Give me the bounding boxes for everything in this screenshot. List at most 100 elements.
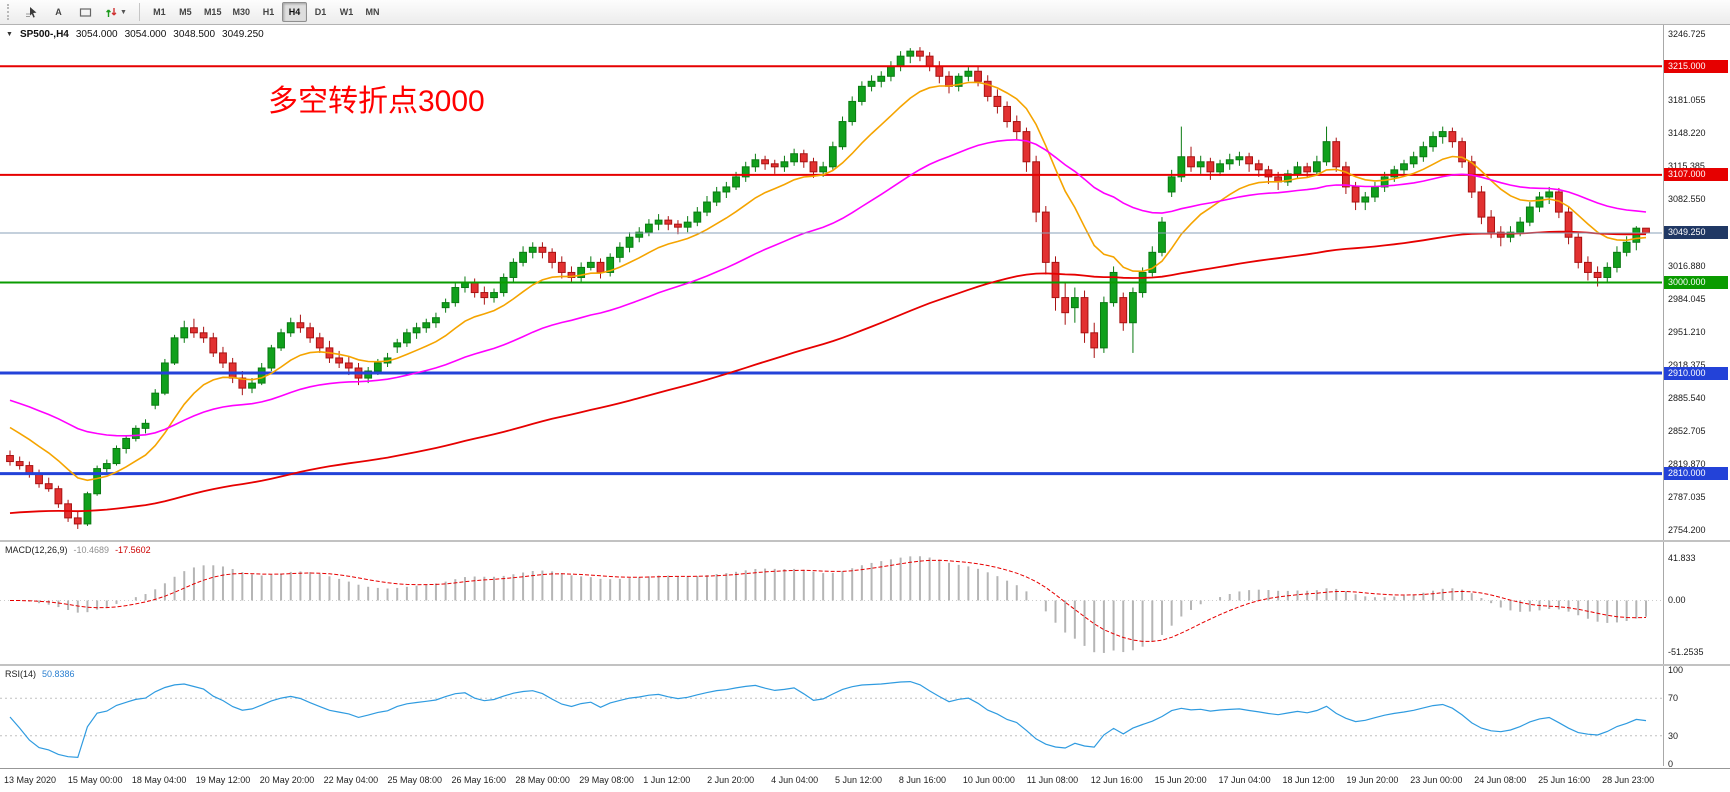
timeframe-button-w1[interactable]: W1 bbox=[334, 2, 359, 22]
timeframe-button-h4[interactable]: H4 bbox=[281, 2, 307, 22]
rsi-tick-label: 0 bbox=[1668, 759, 1674, 768]
collapse-triangle-icon[interactable]: ▼ bbox=[6, 31, 13, 38]
rsi-chart bbox=[0, 680, 1662, 759]
price-tick-label: 2754.200 bbox=[1668, 524, 1706, 535]
time-axis-label: 17 Jun 04:00 bbox=[1218, 775, 1271, 785]
quote-high: 3054.000 bbox=[124, 29, 167, 40]
time-axis-label: 18 Jun 12:00 bbox=[1282, 775, 1335, 785]
macd-main-value: -10.4689 bbox=[73, 545, 110, 555]
rsi-pane[interactable]: RSI(14) 50.8386 100 70 30 0 bbox=[0, 666, 1730, 768]
quote-low: 3048.500 bbox=[173, 29, 216, 40]
arrows-icon bbox=[106, 7, 117, 17]
time-axis-label: 15 Jun 20:00 bbox=[1154, 775, 1207, 785]
rsi-tick-label: 70 bbox=[1668, 693, 1679, 704]
quote-open: 3054.000 bbox=[75, 29, 118, 40]
rsi-name: RSI(14) bbox=[5, 669, 37, 679]
toolbar-separator bbox=[138, 3, 140, 21]
main-price-pane[interactable]: ▼ SP500-,H4 3054.000 3054.000 3048.500 3… bbox=[0, 25, 1730, 540]
symbol-label: SP500-,H4 bbox=[19, 29, 69, 40]
time-axis-label: 24 Jun 08:00 bbox=[1474, 775, 1527, 785]
time-axis-label: 19 Jun 20:00 bbox=[1346, 775, 1399, 785]
time-axis-label: 19 May 12:00 bbox=[195, 775, 251, 785]
macd-label: MACD(12,26,9) -10.4689 -17.5602 bbox=[5, 545, 151, 555]
price-tick-label: 2885.540 bbox=[1668, 392, 1706, 403]
chevron-down-icon: ▼ bbox=[120, 8, 127, 16]
pointer-tool-button[interactable] bbox=[19, 2, 44, 22]
toolbar: A ▼ M1 M5 M15 M30 H1 H4 D1 W1 MN bbox=[0, 0, 1730, 25]
macd-tick-label: 0.00 bbox=[1668, 595, 1686, 606]
hline-price-badge[interactable]: 3215.000 bbox=[1664, 59, 1728, 73]
time-axis-label: 8 Jun 16:00 bbox=[898, 775, 946, 785]
time-axis-label: 26 May 16:00 bbox=[451, 775, 506, 785]
timeframe-button-m30[interactable]: M30 bbox=[227, 2, 255, 22]
price-tick-label: 2787.035 bbox=[1668, 491, 1706, 502]
macd-histogram bbox=[18, 556, 1647, 653]
pane-separator[interactable] bbox=[0, 540, 1730, 542]
current-price-badge: 3049.250 bbox=[1664, 226, 1728, 240]
macd-tick-label: 41.833 bbox=[1668, 553, 1696, 564]
rectangle-icon bbox=[79, 7, 92, 17]
macd-signal-value: -17.5602 bbox=[115, 545, 151, 555]
price-tick-label: 2951.210 bbox=[1668, 326, 1706, 337]
time-axis-label: 18 May 04:00 bbox=[131, 775, 187, 785]
indicators-dropdown-button[interactable]: ▼ bbox=[100, 2, 132, 22]
macd-chart bbox=[0, 556, 1662, 653]
hline-price-badge[interactable]: 3107.000 bbox=[1664, 168, 1728, 182]
rsi-tick-label: 100 bbox=[1668, 666, 1684, 675]
time-axis-label: 20 May 20:00 bbox=[259, 775, 315, 785]
text-tool-button[interactable]: A bbox=[46, 2, 71, 22]
toolbar-grip[interactable] bbox=[7, 4, 14, 20]
time-axis-label: 25 May 08:00 bbox=[387, 775, 443, 785]
hline-price-badge[interactable]: 2910.000 bbox=[1664, 366, 1728, 380]
time-axis-label: 15 May 00:00 bbox=[67, 775, 123, 785]
shapes-tool-button[interactable] bbox=[73, 2, 98, 22]
horizontal-lines[interactable] bbox=[0, 65, 1662, 476]
time-axis-label: 13 May 2020 bbox=[4, 775, 57, 785]
quote-line: ▼ SP500-,H4 3054.000 3054.000 3048.500 3… bbox=[6, 29, 264, 40]
time-axis-label: 29 May 08:00 bbox=[579, 775, 634, 785]
time-axis-label: 10 Jun 00:00 bbox=[962, 775, 1015, 785]
pane-separator[interactable] bbox=[0, 664, 1730, 666]
moving-averages bbox=[9, 81, 1647, 514]
macd-signal-line bbox=[10, 559, 1647, 642]
price-tick-label: 3082.550 bbox=[1668, 194, 1706, 205]
timeframe-button-m15[interactable]: M15 bbox=[199, 2, 227, 22]
text-tool-label: A bbox=[55, 7, 62, 17]
chart-annotation-text[interactable]: 多空转折点3000 bbox=[268, 85, 485, 118]
price-scale-border bbox=[1663, 25, 1664, 766]
time-axis-label: 23 Jun 00:00 bbox=[1410, 775, 1463, 785]
timeframe-button-mn[interactable]: MN bbox=[360, 2, 385, 22]
price-tick-label: 3246.725 bbox=[1668, 29, 1706, 40]
macd-tick-label: -51.2535 bbox=[1668, 647, 1704, 658]
time-axis-label: 4 Jun 04:00 bbox=[771, 775, 819, 785]
hline-price-badge[interactable]: 2810.000 bbox=[1664, 467, 1728, 481]
rsi-tick-label: 30 bbox=[1668, 730, 1679, 741]
chart-area: ▼ SP500-,H4 3054.000 3054.000 3048.500 3… bbox=[0, 25, 1730, 792]
candlestick-chart[interactable] bbox=[0, 25, 1662, 540]
price-tick-label: 2918.375 bbox=[1668, 359, 1706, 370]
time-axis[interactable]: 13 May 2020 15 May 00:00 18 May 04:00 19 Ma… bbox=[0, 768, 1730, 792]
time-axis-label: 12 Jun 16:00 bbox=[1090, 775, 1143, 785]
price-tick-label: 3115.385 bbox=[1668, 161, 1705, 172]
rsi-value: 50.8386 bbox=[42, 669, 75, 679]
price-tick-label: 3016.880 bbox=[1668, 260, 1706, 271]
time-axis-label: 22 May 04:00 bbox=[323, 775, 379, 785]
macd-pane[interactable]: MACD(12,26,9) -10.4689 -17.5602 41.833 0.… bbox=[0, 542, 1730, 664]
pointer-icon bbox=[26, 6, 37, 18]
time-axis-label: 25 Jun 16:00 bbox=[1538, 775, 1591, 785]
timeframe-button-m1[interactable]: M1 bbox=[147, 2, 172, 22]
price-tick-label: 2984.045 bbox=[1668, 293, 1706, 304]
timeframe-button-m5[interactable]: M5 bbox=[173, 2, 198, 22]
price-tick-label: 2819.870 bbox=[1668, 458, 1706, 469]
rsi-line bbox=[9, 680, 1647, 759]
timeframe-button-d1[interactable]: D1 bbox=[308, 2, 333, 22]
hline-price-badge[interactable]: 3000.000 bbox=[1664, 276, 1728, 289]
candles bbox=[6, 47, 1650, 529]
price-tick-label: 3148.220 bbox=[1668, 128, 1706, 139]
macd-name: MACD(12,26,9) bbox=[5, 545, 68, 555]
time-axis-label: 11 Jun 08:00 bbox=[1026, 775, 1079, 785]
timeframe-button-h1[interactable]: H1 bbox=[256, 2, 281, 22]
price-tick-label: 2852.705 bbox=[1668, 425, 1706, 436]
time-axis-label: 5 Jun 12:00 bbox=[835, 775, 883, 785]
